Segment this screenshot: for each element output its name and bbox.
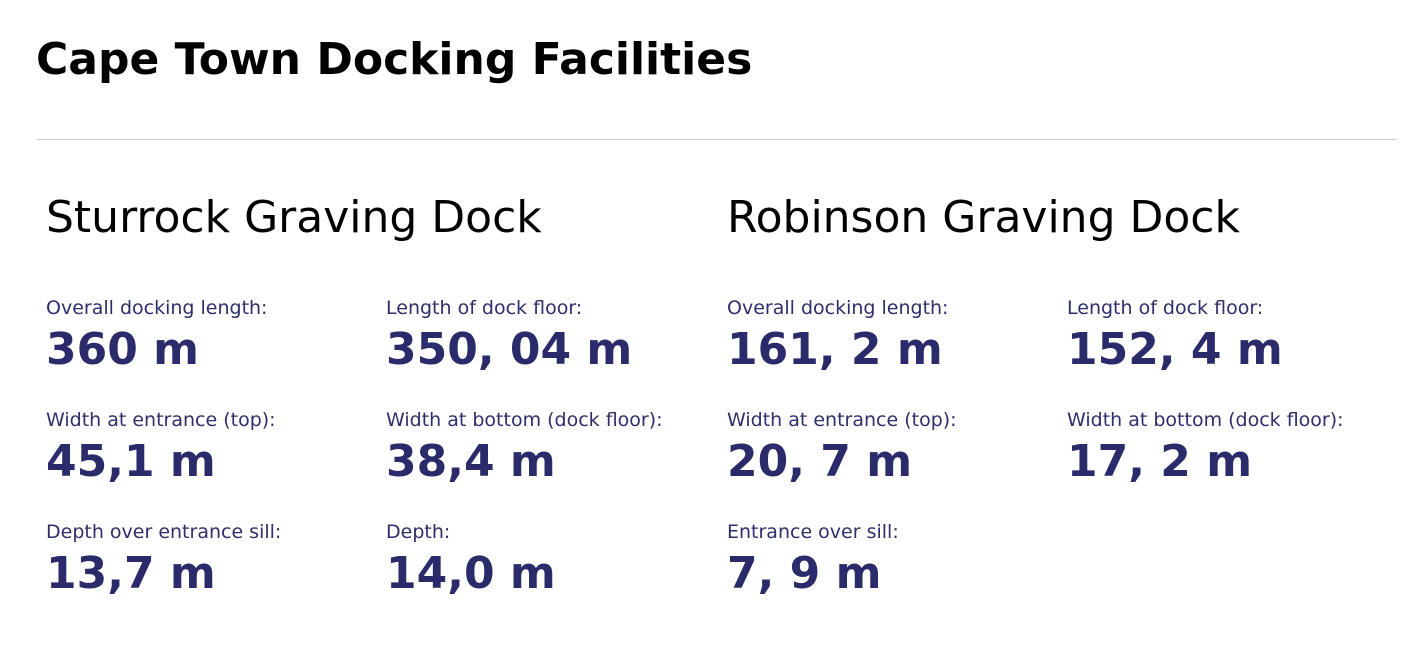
spec-overall-docking-length: Overall docking length: 161, 2 m: [727, 296, 1057, 376]
spec-value: 45,1 m: [46, 436, 216, 487]
spec-entrance-over-sill: Entrance over sill: 7, 9 m: [727, 520, 1057, 600]
spec-label: Length of dock floor:: [386, 297, 583, 319]
spec-value: 360 m: [46, 324, 200, 375]
spec-value: 152, 4 m: [1067, 324, 1283, 375]
spec-label: Width at entrance (top):: [727, 409, 957, 431]
spec-label: Overall docking length:: [727, 297, 949, 319]
spec-width-at-bottom: Width at bottom (dock floor): 17, 2 m: [1067, 408, 1397, 488]
spec-label: Width at bottom (dock floor):: [1067, 409, 1344, 431]
spec-depth-over-entrance-sill: Depth over entrance sill: 13,7 m: [46, 520, 376, 600]
spec-value: 161, 2 m: [727, 324, 943, 375]
spec-value: 20, 7 m: [727, 436, 913, 487]
dock-heading-robinson: Robinson Graving Dock: [727, 192, 1240, 243]
spec-width-at-bottom: Width at bottom (dock floor): 38,4 m: [386, 408, 716, 488]
spec-value: 350, 04 m: [386, 324, 633, 375]
spec-value: 7, 9 m: [727, 548, 882, 599]
spec-label: Depth:: [386, 521, 451, 543]
title-divider: [37, 139, 1397, 140]
spec-length-of-dock-floor: Length of dock floor: 350, 04 m: [386, 296, 716, 376]
spec-label: Entrance over sill:: [727, 521, 899, 543]
spec-label: Overall docking length:: [46, 297, 268, 319]
spec-depth: Depth: 14,0 m: [386, 520, 716, 600]
spec-label: Length of dock floor:: [1067, 297, 1264, 319]
spec-value: 13,7 m: [46, 548, 216, 599]
spec-overall-docking-length: Overall docking length: 360 m: [46, 296, 376, 376]
page-title: Cape Town Docking Facilities: [36, 34, 753, 85]
spec-label: Width at bottom (dock floor):: [386, 409, 663, 431]
spec-value: 17, 2 m: [1067, 436, 1253, 487]
spec-length-of-dock-floor: Length of dock floor: 152, 4 m: [1067, 296, 1397, 376]
spec-width-at-entrance: Width at entrance (top): 20, 7 m: [727, 408, 1057, 488]
dock-heading-sturrock: Sturrock Graving Dock: [46, 192, 542, 243]
spec-value: 14,0 m: [386, 548, 556, 599]
spec-label: Width at entrance (top):: [46, 409, 276, 431]
spec-width-at-entrance: Width at entrance (top): 45,1 m: [46, 408, 376, 488]
robinson-dock-section: Robinson Graving Dock Overall docking le…: [727, 188, 1407, 599]
spec-value: 38,4 m: [386, 436, 556, 487]
sturrock-dock-section: Sturrock Graving Dock Overall docking le…: [46, 188, 726, 599]
spec-label: Depth over entrance sill:: [46, 521, 282, 543]
